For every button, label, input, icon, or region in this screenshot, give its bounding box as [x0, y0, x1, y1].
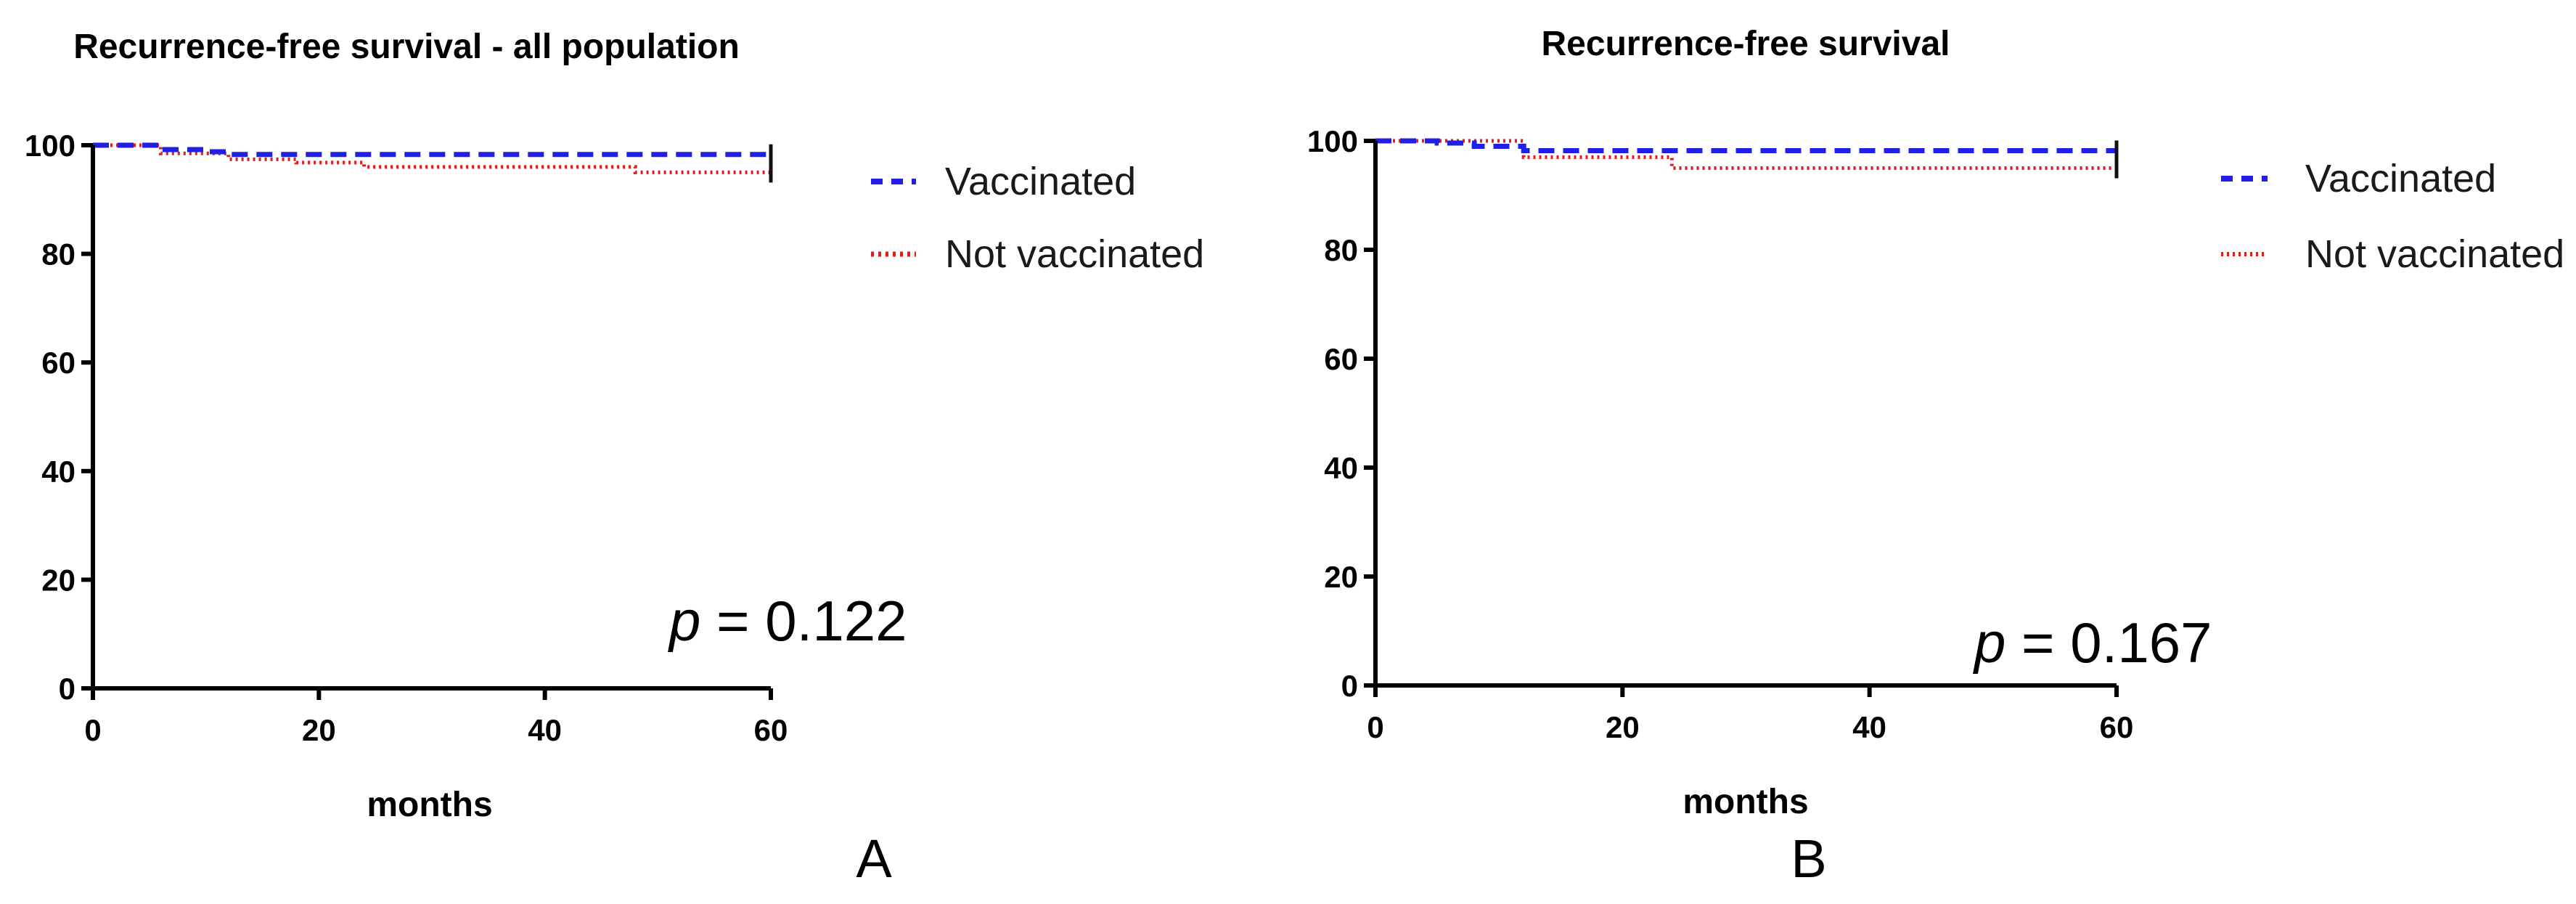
chart-panel-b: Recurrence-free survival 0 20 40 60 80 100 0 2… [1307, 25, 2564, 889]
chart-a-p-equals: = [700, 589, 765, 653]
chart-b-y-tick-label: 100 [1307, 124, 1358, 158]
chart-a-y-tick-label: 40 [41, 455, 75, 489]
chart-b-x-axis-label: months [1682, 783, 1808, 821]
chart-a-x-tick-label: 40 [528, 713, 562, 747]
chart-a-y-tick-label: 20 [41, 563, 75, 597]
chart-b-panel-label: B [1791, 828, 1826, 889]
chart-b-p-value: p = 0.167 [1973, 611, 2212, 675]
chart-b-title: Recurrence-free survival [1542, 25, 1950, 63]
chart-b-p-number: 0.167 [2070, 611, 2212, 675]
chart-a-series-layer [93, 142, 773, 183]
chart-b-y-tick-label: 80 [1324, 233, 1358, 267]
chart-a-p-value: p = 0.122 [668, 589, 907, 653]
chart-a-panel-label: A [856, 828, 892, 889]
chart-b-series-line-not-vaccinated [1375, 139, 2117, 170]
chart-b-x-ticks: 0 20 40 60 [1367, 685, 2133, 744]
chart-a-p-number: 0.122 [765, 589, 907, 653]
chart-b-legend-label-vaccinated: Vaccinated [2305, 157, 2496, 200]
chart-a-y-tick-label: 80 [41, 237, 75, 272]
chart-a-x-tick-label: 20 [302, 713, 336, 747]
chart-a-y-tick-label: 100 [25, 129, 75, 163]
chart-a-y-tick-label: 60 [41, 346, 75, 380]
chart-a-x-ticks: 0 20 40 60 [84, 688, 788, 747]
chart-a-y-ticks: 0 20 40 60 80 100 [25, 129, 93, 706]
chart-a-series-line-vaccinated [93, 142, 771, 158]
chart-b-y-tick-label: 20 [1324, 560, 1358, 594]
chart-b-x-tick-label: 0 [1367, 710, 1383, 744]
chart-b-series-layer [1375, 138, 2119, 179]
chart-a-x-tick-label: 60 [754, 713, 788, 747]
chart-b-p-symbol: p [1973, 611, 2005, 675]
chart-a-legend-label-not-vaccinated: Not vaccinated [945, 232, 1204, 276]
chart-b-legend-label-not-vaccinated: Not vaccinated [2305, 232, 2564, 276]
chart-a-series-line-not-vaccinated [93, 143, 771, 174]
chart-b-y-tick-label: 0 [1341, 669, 1358, 703]
chart-a-p-symbol: p [668, 589, 700, 653]
chart-a-legend-label-vaccinated: Vaccinated [945, 160, 1136, 203]
chart-a-title: Recurrence-free survival - all populatio… [73, 28, 740, 66]
chart-b-p-equals: = [2005, 611, 2070, 675]
chart-a-y-tick-label: 0 [59, 672, 75, 706]
chart-b-x-tick-label: 40 [1852, 710, 1886, 744]
chart-a-x-tick-label: 0 [84, 713, 101, 747]
chart-b-x-tick-label: 60 [2100, 710, 2134, 744]
chart-b-series-line-vaccinated [1375, 138, 2117, 153]
chart-a-x-axis-label: months [367, 786, 492, 824]
chart-b-x-tick-label: 20 [1606, 710, 1640, 744]
chart-b-y-ticks: 0 20 40 60 80 100 [1307, 124, 1375, 703]
chart-panel-a: Recurrence-free survival - all populatio… [25, 28, 1204, 889]
chart-b-y-tick-label: 40 [1324, 451, 1358, 485]
chart-b-y-tick-label: 60 [1324, 342, 1358, 376]
